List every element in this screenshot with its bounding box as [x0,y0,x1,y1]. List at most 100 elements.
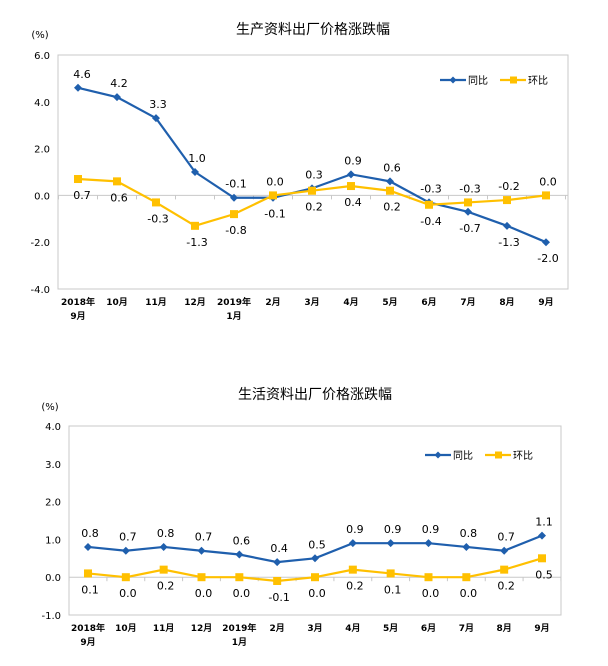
x-tick-label: 9月 [538,297,553,308]
data-point-marker [500,565,509,574]
data-point-marker [152,198,160,207]
data-point-marker [197,546,206,555]
legend-label: 环比 [528,75,548,87]
x-tick-label: 10月 [115,623,137,634]
data-point-marker [348,565,357,574]
x-tick-label: 1月 [226,311,241,322]
data-point-marker [273,576,282,585]
legend-item-环比: 环比 [485,450,533,462]
data-point-marker [191,168,199,176]
y-tick-label: 1.0 [45,535,61,546]
data-label: 0.6 [233,535,251,548]
data-label: 3.3 [149,98,167,111]
data-point-marker [386,569,395,578]
data-label: 0.2 [383,201,401,214]
plot-area [57,54,569,290]
data-label: -1.3 [186,236,207,249]
data-label: 0.5 [535,568,553,581]
data-label: 0.9 [346,523,364,536]
data-point-marker [464,198,472,207]
data-label: 0.2 [305,201,323,214]
x-tick-label: 11月 [153,623,175,634]
x-tick-label: 2月 [270,623,285,634]
series-环比: 0.1 0.0 0.2 0.0 0.0 -0.1 0.0 0.2 0.1 0.0 0.0 0.2 0.5 [81,554,553,604]
x-tick-label: 9月 [80,637,95,648]
legend-marker [449,76,457,84]
legend-label: 环比 [513,450,533,462]
data-label: 0.9 [384,523,402,536]
data-label: 1.0 [188,152,206,165]
data-point-marker [152,114,160,123]
data-label: 0.0 [266,175,284,188]
data-point-marker [425,200,433,209]
data-label: 0.8 [157,527,175,540]
data-point-marker [347,170,355,179]
x-tick-label: 2018年 [71,622,105,634]
data-point-marker [191,221,199,230]
data-label: 0.0 [539,175,557,188]
x-tick-label: 9月 [534,623,549,634]
x-tick-label: 5月 [383,623,398,634]
legend-marker [434,451,442,459]
data-point-marker [273,558,282,567]
data-point-marker [121,573,130,582]
data-point-marker [542,191,550,200]
data-label: 0.0 [308,587,326,600]
legend-marker [495,451,502,459]
data-label: 0.7 [119,531,137,544]
y-tick-label: 4.0 [45,422,61,433]
legend-item-同比: 同比 [440,75,488,87]
data-label: -0.3 [459,182,480,195]
x-tick-label: 7月 [460,297,475,308]
data-point-marker [121,546,130,555]
data-label: -1.3 [498,236,519,249]
data-point-marker [462,542,471,551]
data-label: 0.0 [195,587,213,600]
data-label: 0.0 [460,587,478,600]
y-tick-label: 3.0 [45,460,61,471]
data-point-marker [84,542,92,551]
data-label: -0.4 [420,215,441,228]
chart-title: 生活资料出厂价格涨跌幅 [238,387,392,403]
legend-marker [510,76,517,84]
y-axis-unit: (%) [41,402,58,413]
x-tick-label: 4月 [343,297,358,308]
x-tick-label: 12月 [191,623,213,634]
x-tick-label: 2月 [265,297,280,308]
data-label: -0.1 [225,178,246,191]
data-point-marker [386,539,395,548]
series-环比: 0.7 0.6 -0.3 -1.3 -0.8 0.0 0.2 0.4 0.2 -0.4 -0.3 -0… [73,175,557,249]
data-point-marker [74,175,82,184]
data-label: 0.0 [233,587,251,600]
x-tick-label: 2018年 [61,296,95,308]
data-point-marker [462,573,471,582]
y-tick-label: 6.0 [34,51,50,62]
data-label: 0.1 [384,583,402,596]
y-tick-label: -4.0 [30,285,50,296]
y-tick-label: -1.0 [41,611,61,622]
data-point-marker [235,550,244,559]
data-label: 4.2 [110,77,128,90]
data-label: 0.2 [346,580,364,593]
data-point-marker [74,83,82,92]
x-tick-label: 12月 [184,297,206,308]
data-label: 0.8 [460,527,478,540]
chart-title: 生产资料出厂价格涨跌幅 [236,22,390,38]
data-point-marker [269,191,277,200]
data-point-marker [386,177,394,186]
x-tick-label: 5月 [382,297,397,308]
x-tick-label: 2019年 [222,622,256,634]
x-tick-label: 4月 [345,623,360,634]
x-tick-label: 6月 [421,297,436,308]
data-point-marker [386,186,394,195]
data-label: 0.3 [305,168,323,181]
data-label: 0.6 [110,191,128,204]
x-tick-label: 10月 [106,297,128,308]
data-point-marker [503,196,511,205]
data-point-marker [348,539,357,548]
data-label: 0.5 [308,538,326,551]
legend-item-同比: 同比 [425,450,473,462]
data-point-marker [197,573,206,582]
y-tick-label: -2.0 [30,238,50,249]
data-label: 0.9 [344,154,362,167]
